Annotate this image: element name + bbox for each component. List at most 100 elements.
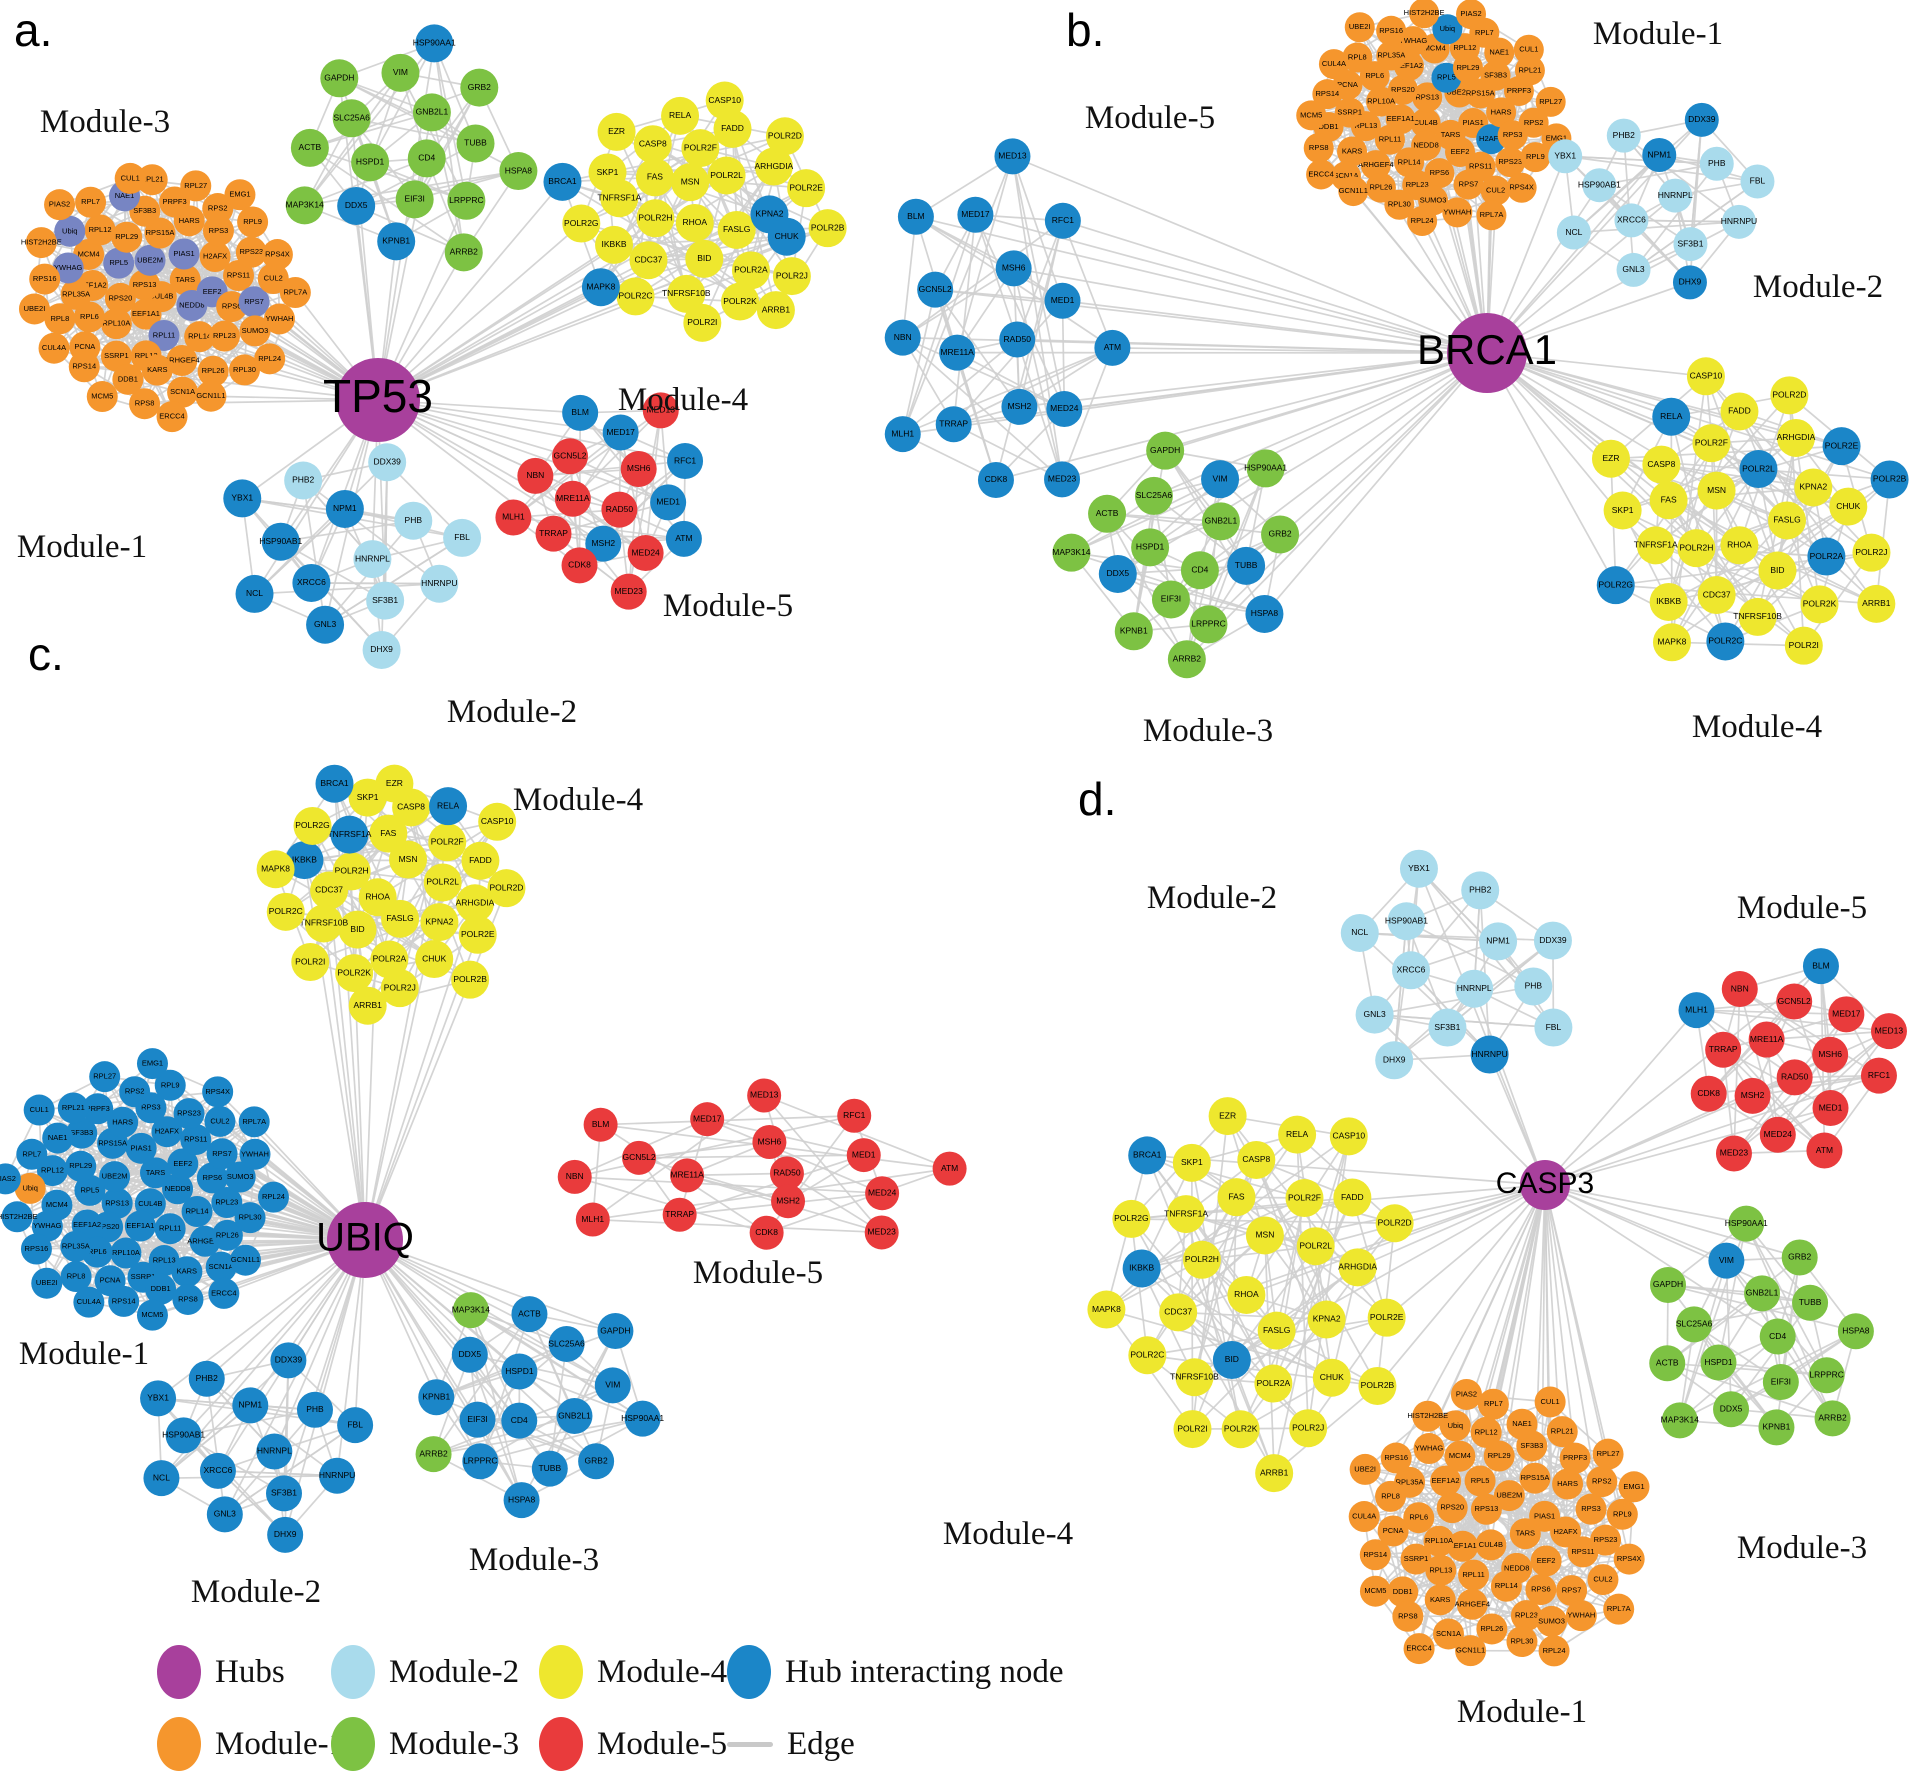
node-KPNB1[interactable] xyxy=(418,1379,455,1416)
node-IKBKB[interactable] xyxy=(285,841,324,880)
node-MAPK8[interactable] xyxy=(1087,1290,1126,1329)
node-RPS4X[interactable] xyxy=(1613,1543,1645,1575)
node-FAS[interactable] xyxy=(635,158,674,197)
node-CUL4A[interactable] xyxy=(38,332,70,364)
node-DDX39[interactable] xyxy=(270,1342,307,1379)
node-RELA[interactable] xyxy=(661,96,700,135)
node-RPL24[interactable] xyxy=(1407,206,1438,237)
node-ARHGDIA[interactable] xyxy=(754,147,793,186)
node-POLR2A[interactable] xyxy=(731,251,770,290)
node-LRPPRC[interactable] xyxy=(1808,1357,1845,1394)
node-GNL3[interactable] xyxy=(1355,995,1394,1034)
node-HNRNPL[interactable] xyxy=(1658,178,1693,213)
node-HIST2H2BE[interactable] xyxy=(25,227,57,259)
node-PIAS2[interactable] xyxy=(1450,1378,1482,1410)
node-YWHAH[interactable] xyxy=(1565,1600,1597,1632)
node-TNFRSF1A[interactable] xyxy=(1167,1195,1206,1234)
node-EEF1A1[interactable] xyxy=(130,298,162,330)
node-POLR2K[interactable] xyxy=(1800,585,1839,624)
node-CASP8[interactable] xyxy=(633,125,672,164)
node-NBN[interactable] xyxy=(1721,971,1758,1008)
node-TUBB[interactable] xyxy=(456,124,495,163)
node-RPL24[interactable] xyxy=(257,1181,289,1213)
node-MED24[interactable] xyxy=(627,535,664,572)
node-RPS7[interactable] xyxy=(238,286,270,318)
node-EIF3I[interactable] xyxy=(1762,1364,1799,1401)
node-POLR2D[interactable] xyxy=(487,869,526,908)
node-MSN[interactable] xyxy=(389,840,428,879)
node-HSP90AA1[interactable] xyxy=(415,24,454,63)
node-RPL21[interactable] xyxy=(136,164,168,196)
node-MED13[interactable] xyxy=(994,138,1031,175)
node-KARS[interactable] xyxy=(1337,136,1368,167)
node-EEF1A1[interactable] xyxy=(124,1210,156,1242)
node-RPS14[interactable] xyxy=(108,1285,140,1317)
node-KPNB1[interactable] xyxy=(1114,612,1153,651)
node-RFC1[interactable] xyxy=(1860,1057,1897,1094)
node-POLR2J[interactable] xyxy=(1852,533,1891,572)
node-FAS[interactable] xyxy=(1649,481,1688,520)
node-HSP90AB1[interactable] xyxy=(261,522,300,561)
node-SF3B3[interactable] xyxy=(1480,60,1511,91)
node-POLR2H[interactable] xyxy=(636,199,675,238)
node-RPL8[interactable] xyxy=(60,1261,92,1293)
node-RPL10A[interactable] xyxy=(110,1237,142,1269)
node-POLR2H[interactable] xyxy=(1677,529,1716,568)
node-RELA[interactable] xyxy=(429,787,468,826)
node-ARRB1[interactable] xyxy=(348,986,387,1025)
node-RPS14[interactable] xyxy=(68,351,100,383)
node-POLR2A[interactable] xyxy=(1254,1364,1293,1403)
node-ARRB2[interactable] xyxy=(415,1436,452,1473)
node-POLR2A[interactable] xyxy=(1807,537,1846,576)
node-POLR2J[interactable] xyxy=(380,969,419,1008)
node-MCM4[interactable] xyxy=(1444,1440,1476,1472)
node-FBL[interactable] xyxy=(1740,164,1775,199)
node-MRE11A[interactable] xyxy=(554,480,591,517)
node-RPS3[interactable] xyxy=(1575,1493,1607,1525)
node-MAP3K14[interactable] xyxy=(1661,1402,1698,1439)
node-MSH6[interactable] xyxy=(1812,1036,1849,1073)
node-SF3B1[interactable] xyxy=(1428,1008,1467,1047)
node-HSP90AA1[interactable] xyxy=(1728,1205,1765,1242)
node-CHUK[interactable] xyxy=(1829,487,1868,526)
node-POLR2B[interactable] xyxy=(1358,1366,1397,1405)
node-POLR2J[interactable] xyxy=(1289,1409,1328,1448)
node-GNL3[interactable] xyxy=(1616,252,1651,287)
node-CD4[interactable] xyxy=(1180,551,1219,590)
node-MLH1[interactable] xyxy=(575,1202,610,1237)
node-IKBKB[interactable] xyxy=(1649,582,1688,621)
node-RPS23[interactable] xyxy=(1590,1524,1622,1556)
node-POLR2G[interactable] xyxy=(1596,566,1635,605)
node-UBE2M[interactable] xyxy=(134,244,166,276)
node-RPS23[interactable] xyxy=(1495,147,1526,178)
node-H2AFX[interactable] xyxy=(1550,1516,1582,1548)
node-SKP1[interactable] xyxy=(1603,491,1642,530)
node-GNB2L1[interactable] xyxy=(556,1398,593,1435)
node-PHB[interactable] xyxy=(1514,967,1553,1006)
node-VIM[interactable] xyxy=(594,1367,631,1404)
node-ARRB1[interactable] xyxy=(1857,584,1896,623)
node-POLR2E[interactable] xyxy=(787,169,826,208)
node-TNFRSF10B[interactable] xyxy=(1738,597,1777,636)
node-RPS2[interactable] xyxy=(202,193,234,225)
node-RPL10A[interactable] xyxy=(1366,86,1397,117)
node-SSRP1[interactable] xyxy=(1400,1543,1432,1575)
node-PHB[interactable] xyxy=(296,1391,333,1428)
node-MAP3K14[interactable] xyxy=(285,186,324,225)
node-DDX5[interactable] xyxy=(1713,1391,1750,1428)
node-UBE2I[interactable] xyxy=(18,293,50,325)
node-RPL35A[interactable] xyxy=(1376,40,1407,71)
node-POLR2B[interactable] xyxy=(1870,460,1909,499)
node-RPS13[interactable] xyxy=(101,1187,133,1219)
node-RPL9[interactable] xyxy=(154,1069,186,1101)
node-Ubiq[interactable] xyxy=(54,215,86,247)
node-RHOA[interactable] xyxy=(675,203,714,242)
node-EMG1[interactable] xyxy=(1618,1471,1650,1503)
node-RPL8[interactable] xyxy=(1342,42,1373,73)
node-CUL4A[interactable] xyxy=(1318,49,1349,80)
node-RPL23[interactable] xyxy=(211,1187,243,1219)
node-DDB1[interactable] xyxy=(145,1273,177,1305)
node-CASP10[interactable] xyxy=(478,802,517,841)
node-GNL3[interactable] xyxy=(306,605,345,644)
node-GNB2L1[interactable] xyxy=(412,93,451,132)
